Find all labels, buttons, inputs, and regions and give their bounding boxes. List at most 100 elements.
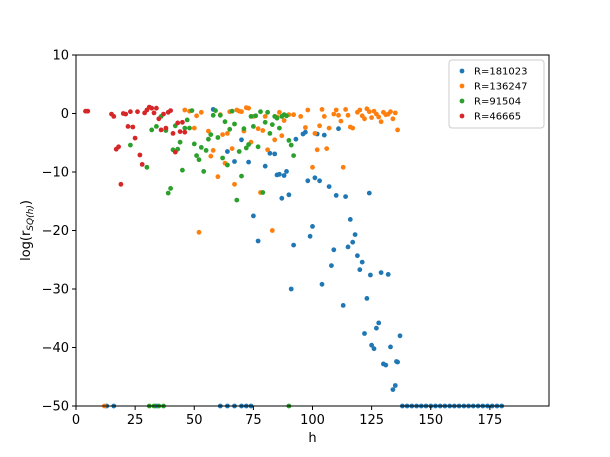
y-axis-ticks: 10 0 −10 −20 −30 −40 −50 [42,49,76,415]
data-point-series-3 [184,117,190,123]
data-point-series-3 [165,190,171,196]
x-axis-label: h [308,431,316,446]
data-point-series-2 [395,127,400,133]
data-point-series-1 [397,333,403,339]
y-tick-label: −20 [42,224,69,239]
legend-label: R=91504 [474,97,521,108]
data-point-series-2 [350,125,356,131]
data-point-series-2 [312,131,318,136]
data-point-series-1 [331,247,337,253]
legend-items: R=181023 R=136247 R=91504 R=46665 [459,67,528,123]
data-point-series-2 [272,137,278,143]
data-point-series-4 [130,124,136,130]
data-point-series-4 [156,116,162,122]
data-point-series-2 [366,109,372,115]
data-point-series-3 [232,121,237,127]
data-point-series-3 [269,122,275,127]
data-point-series-1 [340,303,346,308]
data-point-series-3 [265,109,270,115]
data-point-series-3 [246,142,252,147]
data-point-series-4 [116,144,121,150]
data-point-series-3 [277,125,282,131]
data-point-series-3 [253,113,259,119]
data-point-series-3 [196,157,202,163]
legend-marker [459,113,465,119]
data-point-series-1 [319,281,325,287]
data-point-series-3 [191,141,197,147]
data-point-series-2 [194,113,200,119]
data-point-series-1 [312,175,318,181]
data-point-series-1 [317,178,322,184]
data-point-series-1 [378,270,384,275]
data-point-series-3 [274,115,280,121]
data-point-series-1 [336,126,341,132]
data-point-series-1 [369,342,374,348]
data-point-series-1 [350,239,356,245]
data-point-series-3 [154,124,159,129]
data-point-series-3 [213,108,218,113]
data-point-series-4 [182,129,188,135]
data-point-series-2 [279,133,285,139]
data-point-series-3 [177,139,183,145]
data-point-series-2 [338,118,344,124]
x-tick-label: 100 [300,413,325,428]
data-point-series-2 [303,125,308,130]
data-point-series-1 [251,213,256,219]
legend-marker [459,83,465,89]
data-point-series-1 [333,193,339,198]
data-point-series-1 [310,224,315,229]
data-point-series-2 [362,116,367,122]
x-tick-label: 175 [477,413,502,428]
data-point-series-3 [182,125,188,131]
data-point-series-4 [172,149,178,155]
data-point-series-1 [279,195,285,201]
data-point-series-3 [255,144,261,150]
data-point-series-1 [376,320,382,326]
data-point-series-1 [392,383,398,388]
data-point-series-2 [265,147,270,153]
data-point-series-3 [222,119,228,125]
data-point-series-2 [392,110,398,116]
y-tick-label: −50 [42,400,69,415]
data-point-series-2 [255,126,261,132]
data-point-series-4 [137,152,143,158]
data-point-series-2 [345,112,351,118]
data-point-series-1 [303,129,308,135]
y-axis-label-close: ) [19,200,34,205]
data-point-series-3 [127,142,133,148]
y-tick-label: 10 [52,49,69,64]
data-point-series-3 [284,113,289,119]
data-point-series-1 [359,259,365,265]
data-point-series-4 [125,124,131,129]
data-point-series-2 [376,114,382,120]
data-point-series-4 [111,114,117,119]
y-tick-label: −10 [42,166,69,181]
data-point-series-3 [180,167,185,173]
data-point-series-3 [251,124,256,129]
data-point-series-1 [305,178,311,184]
data-point-series-2 [229,146,235,152]
data-point-series-3 [198,145,204,150]
data-point-series-1 [329,263,334,268]
data-point-series-2 [191,125,197,131]
data-point-series-2 [314,147,320,153]
data-point-series-4 [85,108,91,114]
data-point-series-3 [215,135,221,140]
data-point-series-2 [378,119,384,125]
data-point-series-3 [149,127,155,133]
data-point-series-1 [383,362,389,368]
data-point-series-1 [225,149,230,154]
data-point-series-2 [388,109,393,115]
data-point-series-4 [154,105,159,111]
data-point-series-1 [374,325,379,331]
data-point-series-1 [246,159,252,165]
data-point-series-4 [135,109,140,115]
data-point-series-1 [368,272,373,278]
legend-marker [459,68,465,74]
data-point-series-2 [208,153,214,159]
data-point-series-4 [127,109,133,115]
data-point-series-4 [168,108,174,113]
legend: R=181023 R=136247 R=91504 R=46665 [448,59,545,129]
data-point-series-2 [324,146,330,152]
